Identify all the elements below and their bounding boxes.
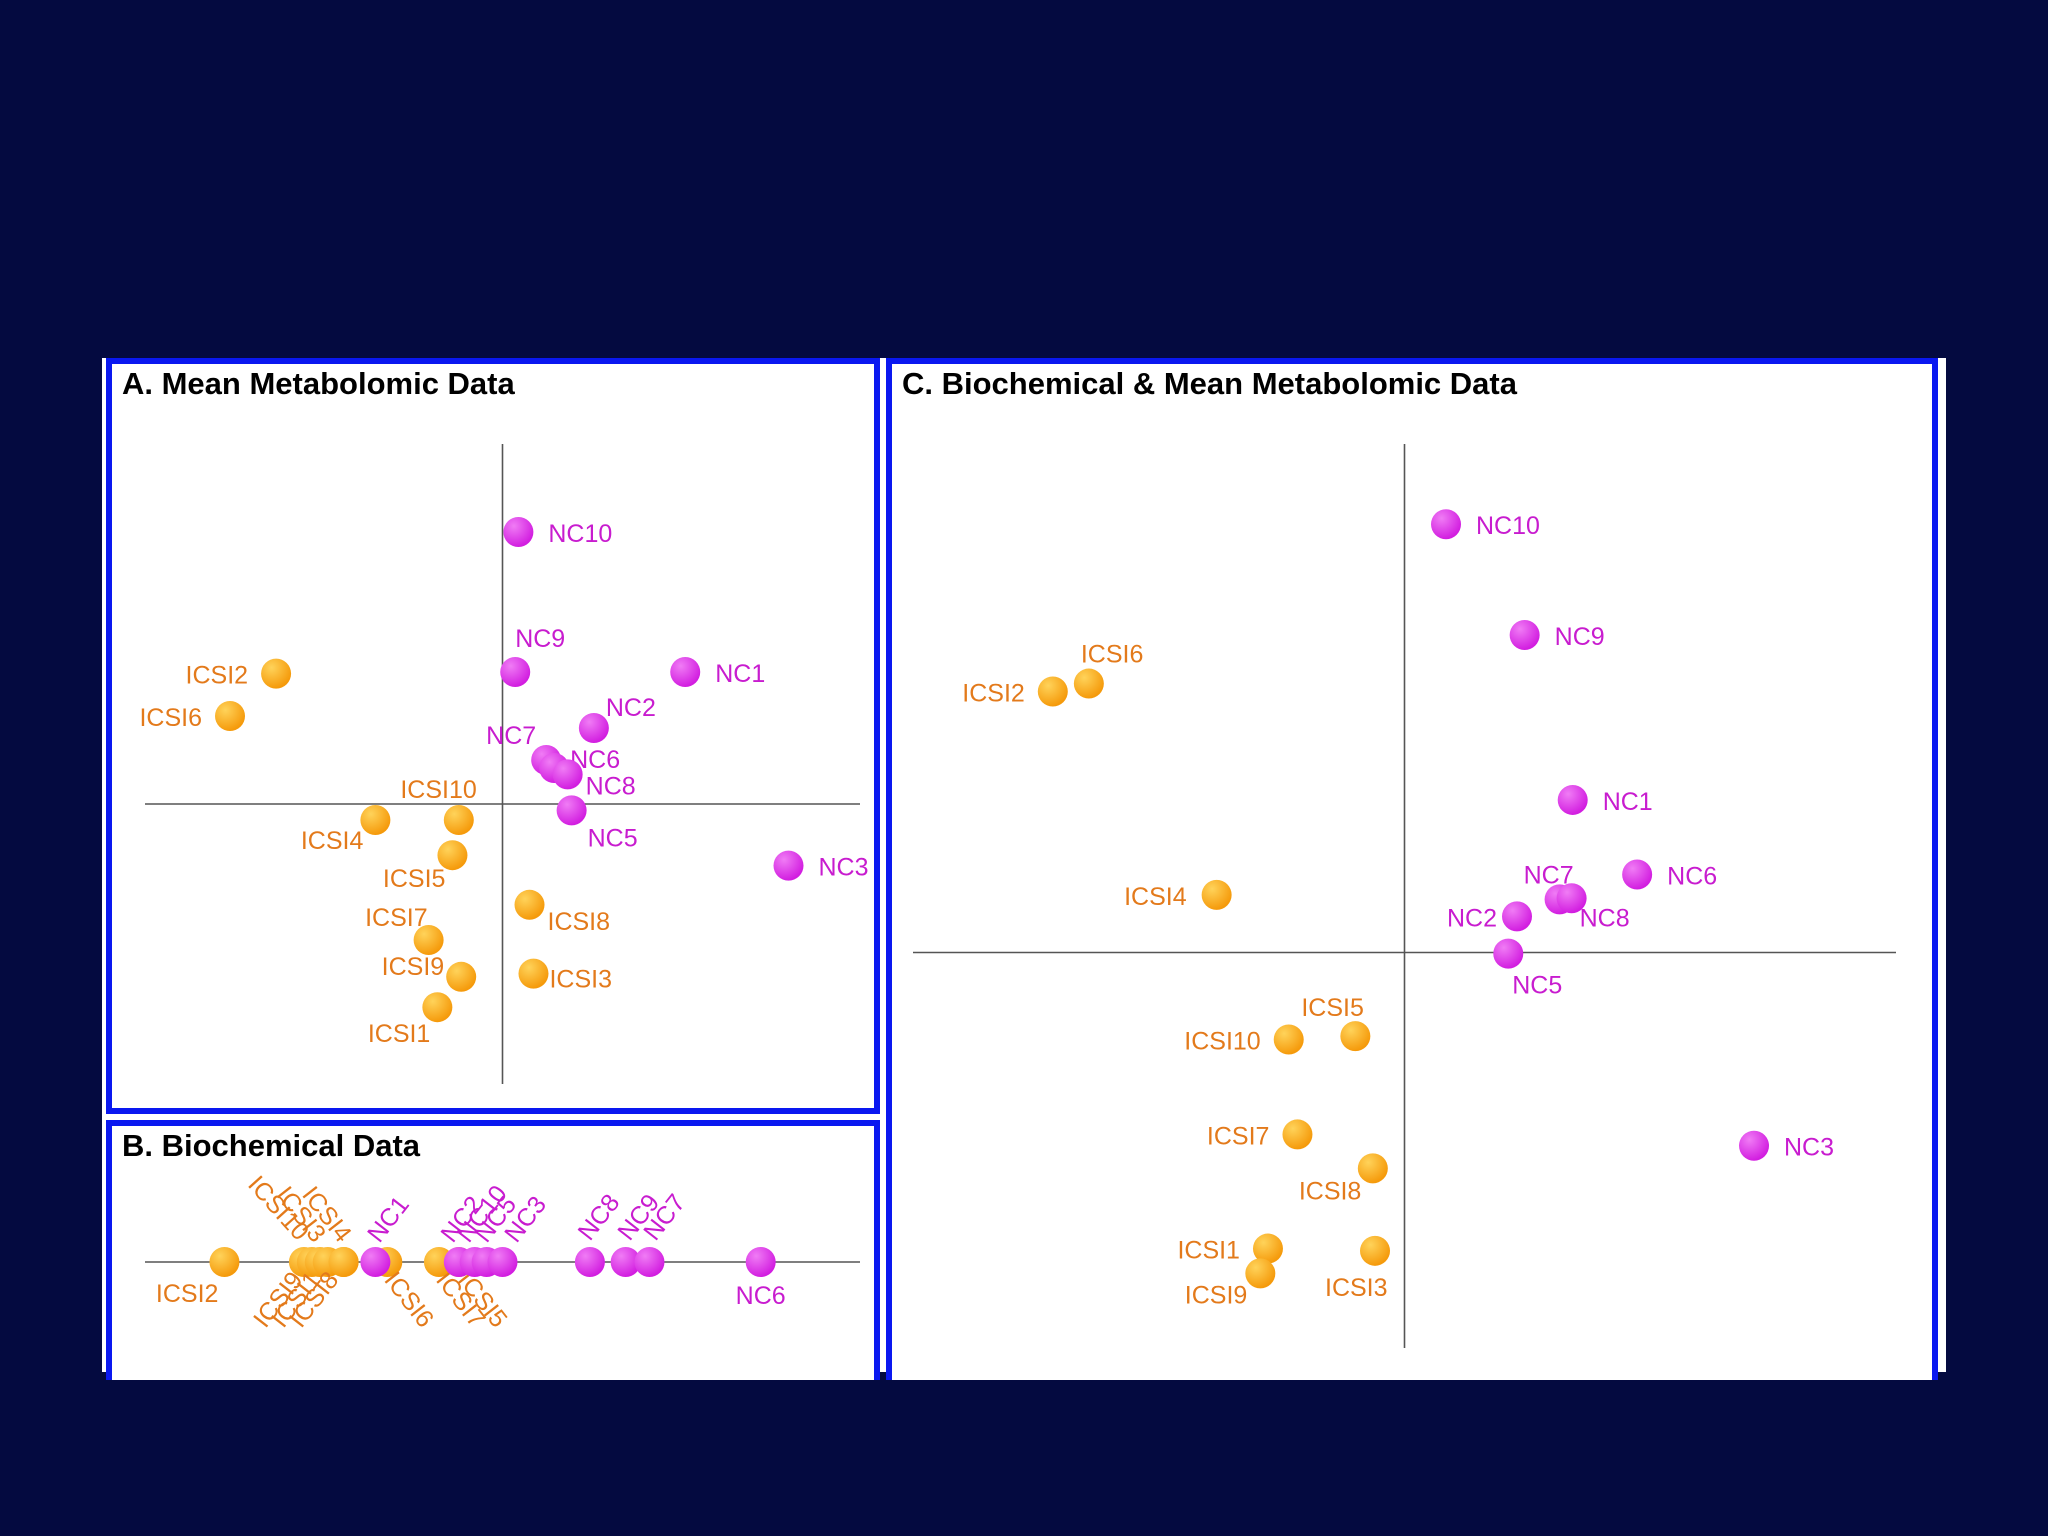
point-icsi2 <box>209 1247 240 1277</box>
label-icsi9: ICSI9 <box>382 953 445 981</box>
label-nc1: NC1 <box>1603 788 1653 816</box>
panel-c-title: C. Biochemical & Mean Metabolomic Data <box>902 366 1517 401</box>
panel-a: A. Mean Metabolomic Data NC10 NC9 NC1 NC2 NC… <box>106 358 880 1114</box>
label-icsi2: ICSI2 <box>156 1280 219 1308</box>
panel-b-title: B. Biochemical Data <box>122 1128 421 1163</box>
panel-a-title: A. Mean Metabolomic Data <box>122 366 515 401</box>
label-icsi5: ICSI5 <box>383 865 446 893</box>
label-icsi8: ICSI8 <box>1299 1177 1362 1205</box>
label-icsi6: ICSI6 <box>379 1266 440 1333</box>
point-nc5 <box>1493 938 1524 969</box>
point-nc9 <box>1509 619 1540 650</box>
point-nc8 <box>574 1247 605 1277</box>
label-icsi1: ICSI1 <box>1177 1237 1240 1265</box>
label-icsi5: ICSI5 <box>1301 994 1364 1022</box>
point-icsi2 <box>1037 676 1068 707</box>
label-icsi7: ICSI7 <box>1207 1122 1270 1150</box>
label-icsi4: ICSI4 <box>1124 883 1187 911</box>
point-icsi10 <box>443 805 474 835</box>
panel-c-plot: NC10NC9NC1NC6NC7NC8NC2NC5NC3ICSI6ICSI2IC… <box>913 444 1896 1348</box>
panel-a-plot: NC10NC9NC1NC2NC7NC6NC8NC5NC3ICSI2ICSI6IC… <box>139 444 869 1084</box>
point-icsi4 <box>360 805 391 835</box>
point-nc5 <box>556 795 587 826</box>
point-icsi9 <box>446 961 477 992</box>
label-icsi3: ICSI3 <box>1325 1274 1388 1302</box>
point-nc6 <box>1622 859 1653 890</box>
point-nc9 <box>500 657 531 687</box>
point-nc2 <box>1501 901 1532 932</box>
point-icsi3 <box>518 958 549 989</box>
point-nc1 <box>360 1247 391 1277</box>
label-icsi4: ICSI4 <box>301 827 364 855</box>
point-nc7 <box>634 1247 665 1277</box>
point-nc6 <box>745 1247 776 1277</box>
point-icsi2 <box>261 658 292 689</box>
point-nc10 <box>1431 509 1462 540</box>
point-icsi8 <box>514 889 545 920</box>
label-icsi9: ICSI9 <box>1185 1281 1248 1309</box>
label-nc6: NC6 <box>1667 863 1717 891</box>
point-icsi7 <box>1282 1119 1313 1150</box>
label-icsi8: ICSI8 <box>548 908 611 936</box>
label-nc9: NC9 <box>1555 623 1605 651</box>
point-icsi10 <box>1273 1024 1304 1055</box>
point-nc1 <box>1557 784 1588 815</box>
point-icsi8 <box>1357 1153 1388 1184</box>
label-nc6: NC6 <box>736 1282 786 1310</box>
point-icsi4 <box>1201 879 1232 910</box>
label-icsi10: ICSI10 <box>1184 1028 1260 1056</box>
panel-b: B. Biochemical Data ICSI2 ICSI10 ICSI9 ICSI… <box>106 1120 880 1380</box>
point-nc1 <box>670 657 701 687</box>
point-icsi7 <box>413 925 444 955</box>
point-icsi1 <box>1252 1233 1283 1264</box>
point-icsi6 <box>1073 668 1104 699</box>
point-icsi5 <box>1340 1021 1371 1052</box>
label-nc10: NC10 <box>1476 512 1540 540</box>
label-icsi3: ICSI3 <box>549 966 612 994</box>
figure-canvas: A. Mean Metabolomic Data NC10 NC9 NC1 NC2 NC… <box>102 358 1946 1380</box>
label-nc8: NC8 <box>586 772 636 800</box>
point-nc3 <box>773 850 804 881</box>
point-nc10 <box>503 517 534 547</box>
label-nc5: NC5 <box>1512 972 1562 1000</box>
point-icsi5 <box>437 840 468 871</box>
point-icsi9 <box>1245 1258 1276 1289</box>
point-nc2 <box>578 713 609 743</box>
point-nc9 <box>610 1247 641 1277</box>
label-nc8: NC8 <box>1580 904 1630 932</box>
label-nc10: NC10 <box>548 520 612 548</box>
point-nc3 <box>487 1247 518 1277</box>
label-icsi7: ICSI7 <box>365 904 428 932</box>
label-nc3: NC3 <box>819 854 869 882</box>
label-icsi6: ICSI6 <box>1081 641 1144 669</box>
label-nc1: NC1 <box>715 660 765 688</box>
label-nc9: NC9 <box>515 625 565 653</box>
label-icsi2: ICSI2 <box>962 679 1025 707</box>
label-nc2: NC2 <box>1447 904 1497 932</box>
label-nc1: NC1 <box>362 1191 415 1248</box>
point-nc8 <box>552 759 583 790</box>
point-nc3 <box>1739 1130 1770 1161</box>
label-nc3: NC3 <box>1784 1134 1834 1162</box>
label-icsi1: ICSI1 <box>368 1020 431 1048</box>
point-icsi3 <box>1360 1235 1391 1266</box>
panel-c: C. Biochemical & Mean Metabolomic Data N… <box>886 358 1938 1380</box>
point-icsi1 <box>422 992 453 1023</box>
label-icsi6: ICSI6 <box>139 704 202 732</box>
label-nc2: NC2 <box>606 694 656 722</box>
label-nc8: NC8 <box>573 1189 626 1246</box>
point-nc8 <box>1556 883 1587 914</box>
label-icsi10: ICSI10 <box>400 776 476 804</box>
label-nc5: NC5 <box>588 824 638 852</box>
point-icsi6 <box>215 701 246 731</box>
label-icsi2: ICSI2 <box>186 662 249 690</box>
label-nc7: NC7 <box>486 722 536 750</box>
point-icsi8 <box>328 1247 359 1277</box>
